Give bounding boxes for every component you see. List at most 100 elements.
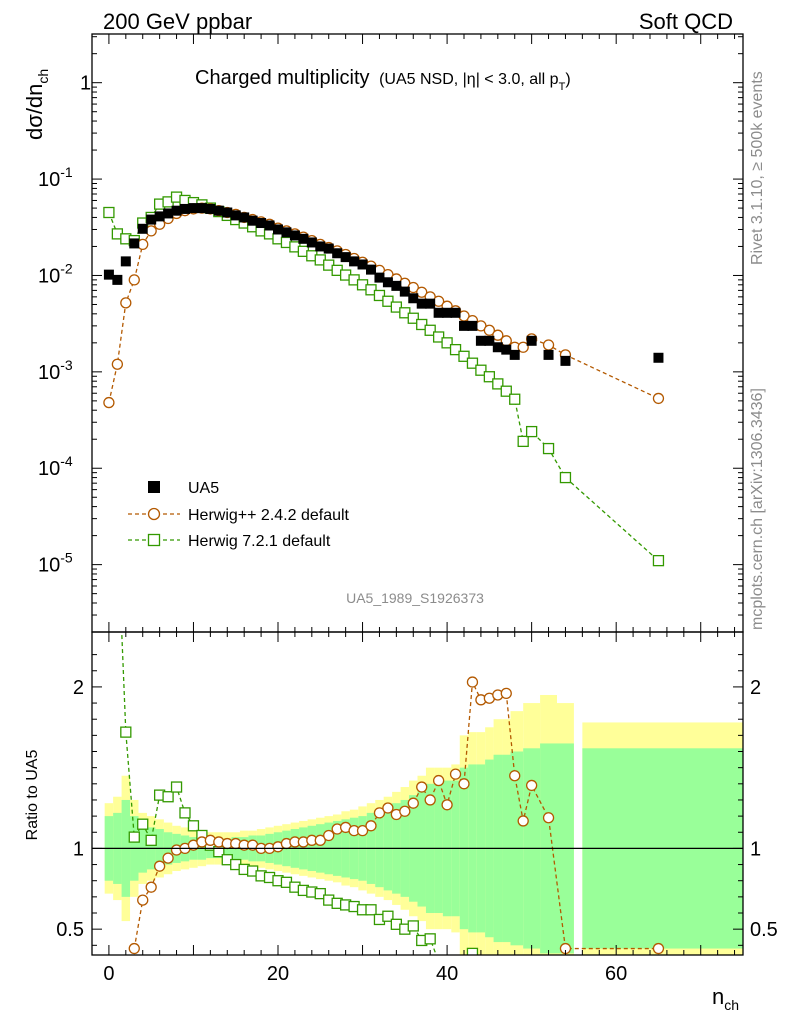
ua5-data-point — [298, 233, 309, 244]
ua5-data-point — [196, 203, 207, 214]
title-sub-end: ) — [565, 71, 570, 88]
ua5-data-point — [382, 277, 393, 288]
title-main: Charged multiplicity — [195, 67, 370, 89]
herwigpp-marker — [120, 297, 132, 309]
herwigpp-ratio-marker — [458, 778, 470, 790]
legend-marker-ua5 — [148, 481, 160, 493]
herwig7-marker — [441, 337, 453, 349]
ratio-y-label: Ratio to UA5 — [24, 750, 41, 841]
ua5-data-point — [366, 264, 376, 275]
herwig7-ratio-marker — [170, 781, 183, 793]
ua5-data-point — [391, 280, 402, 291]
herwig7-ratio-marker — [314, 887, 326, 900]
herwigpp-marker — [103, 396, 115, 409]
y-tick-base: 1 — [80, 73, 91, 95]
herwig7-marker — [652, 554, 665, 567]
ratio-series-group — [104, 294, 665, 966]
ua5-data-point — [264, 220, 275, 231]
ua5-data-point — [137, 223, 148, 234]
ua5-data-point — [146, 214, 157, 225]
y-tick-exponent: -5 — [60, 550, 73, 566]
herwigpp-ratio-marker — [382, 802, 394, 814]
ua5-data-point — [247, 215, 258, 226]
herwig7-marker — [475, 364, 487, 376]
ua5-data-point — [374, 272, 385, 283]
y-tick-base: 10 — [38, 265, 60, 287]
herwigpp-ratio-marker — [652, 942, 665, 955]
herwig7-ratio-marker — [459, 956, 469, 966]
ua5-data-point — [357, 259, 368, 270]
herwigpp-ratio-marker — [441, 799, 453, 811]
herwigpp-marker — [492, 329, 504, 341]
legend-label: Herwig++ 2.4.2 default — [188, 507, 350, 524]
y-tick-label: 10-3 — [38, 357, 73, 384]
ua5-data-point — [442, 307, 453, 318]
ratio-tick-label-left: 2 — [73, 677, 84, 699]
ua5-data-point — [205, 203, 216, 214]
ua5-data-point — [509, 349, 520, 360]
herwigpp-ratio-marker — [314, 834, 326, 846]
herwig7-ratio-marker — [424, 933, 436, 945]
mcplots-label: mcplots.cern.ch [arXiv:1306.3436] — [749, 388, 766, 630]
herwig7-ratio-marker — [137, 818, 149, 830]
herwigpp-ratio-marker — [416, 781, 428, 793]
ua5-data-point — [399, 286, 410, 297]
title-sub-index: T — [559, 81, 566, 93]
y-tick-exponent: -4 — [60, 453, 73, 469]
herwig7-ratio-marker — [104, 294, 114, 304]
ua5-data-point — [120, 256, 131, 267]
herwigpp-ratio-marker — [399, 805, 411, 817]
legend-label: Herwig 7.2.1 default — [188, 533, 331, 550]
legend-marker-square — [147, 533, 161, 547]
herwig7-ratio-marker — [365, 904, 377, 916]
y-tick-label: 10-2 — [38, 260, 73, 287]
main-series-group — [103, 191, 665, 567]
x-tick-label: 20 — [267, 963, 289, 985]
legend-marker-circle — [147, 507, 161, 521]
herwig7-marker — [483, 371, 496, 383]
herwig7-ratio-marker — [466, 947, 479, 955]
herwig7-marker — [432, 331, 445, 343]
ua5-data-point — [653, 352, 664, 363]
ua5-data-point — [281, 227, 292, 238]
ua5-data-point — [129, 238, 140, 249]
svg-text:dσ/dnch: dσ/dnch — [22, 69, 51, 140]
herwig7-marker — [500, 385, 512, 397]
herwigpp-ratio-marker — [162, 852, 174, 864]
herwig7-ratio-marker — [128, 831, 140, 843]
ratio-tick-label-right: 2 — [750, 677, 761, 699]
herwigpp-ratio-marker — [365, 820, 377, 832]
x-axis-label: nch — [712, 984, 739, 1013]
series-layer — [103, 191, 665, 966]
ua5-data-point — [492, 342, 503, 353]
legend-label: UA5 — [188, 480, 219, 497]
herwig7-ratio-marker — [145, 834, 157, 846]
herwigpp-ratio-marker — [153, 860, 166, 872]
herwig7-marker — [559, 471, 572, 484]
ua5-data-point — [273, 224, 283, 235]
herwig7-ratio-marker — [382, 910, 394, 922]
ua5-data-point — [408, 293, 419, 304]
ua5-data-point — [163, 208, 174, 219]
herwigpp-ratio-marker — [323, 829, 335, 842]
herwigpp-marker — [483, 324, 496, 336]
herwigpp-ratio-marker — [449, 768, 462, 780]
herwig7-marker — [466, 357, 479, 369]
herwigpp-ratio-marker — [509, 770, 521, 782]
y-tick-label: 10-1 — [38, 164, 73, 191]
ua5-data-point — [103, 269, 114, 280]
herwig7-marker — [424, 324, 436, 336]
title-sub: (UA5 NSD, |η| < 3.0, all p — [379, 71, 559, 88]
herwig7-ratio-marker — [179, 807, 191, 819]
x-label-main: n — [712, 984, 724, 1009]
herwig7-marker — [525, 425, 538, 438]
herwigpp-marker — [111, 358, 124, 370]
y-label-sub: ch — [35, 69, 51, 84]
herwigpp-marker — [416, 286, 428, 298]
ua5-data-point — [188, 203, 199, 214]
y-tick-exponent: -2 — [60, 260, 73, 276]
ua5-data-point — [450, 307, 461, 318]
chart-title: Charged multiplicity (UA5 NSD, |η| < 3.0… — [195, 67, 571, 93]
herwig7-marker — [103, 206, 115, 219]
